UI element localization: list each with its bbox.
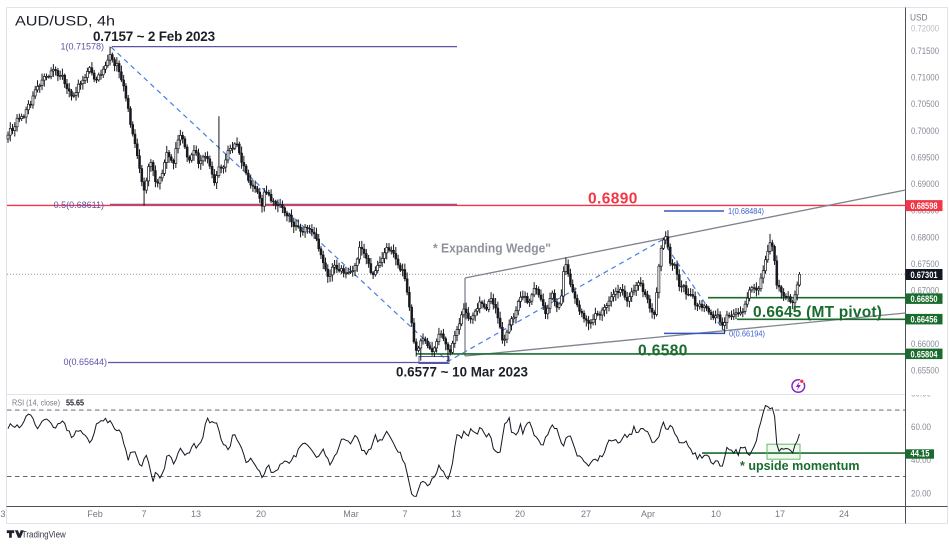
svg-text:0.66456: 0.66456 xyxy=(911,315,938,326)
svg-text:Mar: Mar xyxy=(343,509,359,519)
svg-text:7: 7 xyxy=(141,509,146,519)
svg-text:* upside momentum: * upside momentum xyxy=(740,459,859,473)
svg-text:0.70500: 0.70500 xyxy=(911,99,939,110)
svg-text:55.65: 55.65 xyxy=(66,398,84,408)
svg-text:0.7157 ~ 2 Feb 2023: 0.7157 ~ 2 Feb 2023 xyxy=(93,29,216,44)
svg-text:TradingView: TradingView xyxy=(22,529,66,539)
svg-text:0.65804: 0.65804 xyxy=(911,349,939,360)
svg-text:0.6645 (MT pivot): 0.6645 (MT pivot) xyxy=(753,304,882,321)
svg-text:13: 13 xyxy=(451,509,461,519)
svg-text:27: 27 xyxy=(581,509,591,519)
svg-text:Feb: Feb xyxy=(87,509,103,519)
svg-text:0.70000: 0.70000 xyxy=(911,126,939,137)
svg-text:20: 20 xyxy=(256,509,266,519)
svg-text:AUD/USD, 4h: AUD/USD, 4h xyxy=(15,14,115,29)
svg-text:Apr: Apr xyxy=(641,509,655,519)
svg-text:60.00: 60.00 xyxy=(911,422,931,433)
svg-text:0.68598: 0.68598 xyxy=(911,201,938,212)
svg-text:0.68500: 0.68500 xyxy=(911,206,939,217)
svg-text:0.67500: 0.67500 xyxy=(911,259,939,270)
svg-text:RSI (14, close): RSI (14, close) xyxy=(12,398,60,408)
svg-text:0.65500: 0.65500 xyxy=(911,365,939,376)
svg-text:0.6890: 0.6890 xyxy=(588,191,638,208)
svg-text:0.6580: 0.6580 xyxy=(638,343,688,360)
svg-text:20.00: 20.00 xyxy=(911,489,931,500)
svg-text:USD: USD xyxy=(910,13,928,24)
svg-text:* Expanding Wedge": * Expanding Wedge" xyxy=(433,242,551,256)
svg-text:0.6577 ~ 10 Mar 2023: 0.6577 ~ 10 Mar 2023 xyxy=(396,364,528,380)
svg-text:44.15: 44.15 xyxy=(911,449,930,459)
svg-text:40.00: 40.00 xyxy=(911,455,931,466)
svg-text:0.67301: 0.67301 xyxy=(911,270,939,281)
svg-text:1(0.68484): 1(0.68484) xyxy=(728,206,764,216)
svg-text:7: 7 xyxy=(402,509,407,519)
svg-text:0.72000: 0.72000 xyxy=(911,24,939,35)
svg-text:0.69000: 0.69000 xyxy=(911,179,939,190)
svg-text:0.69500: 0.69500 xyxy=(911,153,939,164)
svg-text:13: 13 xyxy=(191,509,201,519)
svg-text:0.68000: 0.68000 xyxy=(911,232,939,243)
svg-text:0.66000: 0.66000 xyxy=(911,339,939,350)
svg-text:0.5(0.68611): 0.5(0.68611) xyxy=(54,200,104,210)
svg-text:0(0.66194): 0(0.66194) xyxy=(729,328,765,338)
svg-text:10: 10 xyxy=(711,509,721,519)
svg-text:1(0.71578): 1(0.71578) xyxy=(60,42,104,52)
svg-text:0.71000: 0.71000 xyxy=(911,73,939,84)
svg-text:0.71500: 0.71500 xyxy=(911,46,939,57)
svg-text:20: 20 xyxy=(515,509,525,519)
svg-text:0(0.65644): 0(0.65644) xyxy=(63,357,107,367)
svg-text:0.67000: 0.67000 xyxy=(911,286,939,297)
svg-text:0.66850: 0.66850 xyxy=(911,294,938,305)
svg-text:17: 17 xyxy=(775,509,785,519)
svg-text:24: 24 xyxy=(839,509,849,519)
svg-text:3: 3 xyxy=(0,509,5,519)
svg-text:80.00: 80.00 xyxy=(911,389,931,400)
